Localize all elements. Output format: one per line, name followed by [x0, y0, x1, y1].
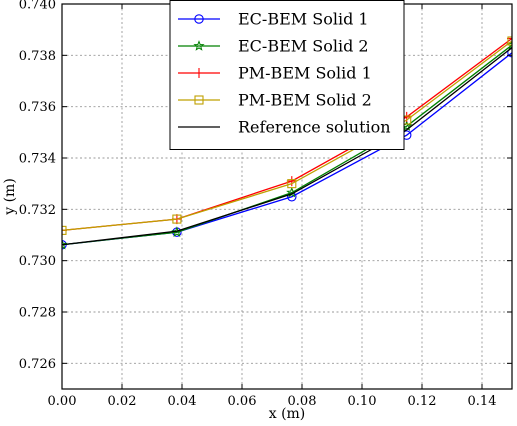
y-tick-label: 0.726 — [19, 357, 56, 372]
y-tick-label: 0.736 — [19, 100, 56, 115]
x-tick-label: 0.10 — [348, 394, 377, 409]
series-point — [62, 238, 68, 250]
x-tick-label: 0.00 — [48, 394, 77, 409]
series-5 — [62, 47, 512, 246]
series-point — [507, 36, 512, 46]
y-tick-label: 0.732 — [19, 203, 56, 218]
series-point — [62, 225, 67, 235]
y-tick-label: 0.738 — [19, 49, 56, 64]
x-tick-label: 0.08 — [288, 394, 317, 409]
legend-entry: PM-BEM Solid 2 — [178, 91, 372, 110]
legend-entry: Reference solution — [178, 118, 391, 137]
legend-entry: PM-BEM Solid 1 — [178, 64, 372, 83]
x-tick-label: 0.02 — [108, 394, 137, 409]
legend-label: PM-BEM Solid 2 — [238, 91, 372, 110]
series-point — [507, 33, 512, 44]
legend-entry: EC-BEM Solid 1 — [178, 10, 369, 29]
y-tick-label: 0.728 — [19, 306, 56, 321]
legend-label: EC-BEM Solid 1 — [238, 10, 369, 29]
legend-label: Reference solution — [238, 118, 391, 137]
tick-labels: 0.00 0.02 0.04 0.06 0.08 0.10 0.12 0.14 0.726 0.7… — [19, 0, 497, 409]
x-tick-label: 0.06 — [228, 394, 257, 409]
x-axis-label: x (m) — [269, 406, 306, 422]
legend-marker — [194, 68, 204, 78]
series-line — [62, 47, 512, 246]
y-axis-label: y (m) — [2, 178, 18, 216]
y-tick-label: 0.734 — [19, 152, 56, 167]
series-point — [172, 214, 182, 224]
x-tick-label: 0.12 — [408, 394, 437, 409]
series-line — [62, 44, 512, 246]
series-layer — [62, 33, 512, 250]
legend-label: PM-BEM Solid 1 — [238, 64, 372, 83]
legend-marker — [194, 95, 204, 105]
legend-marker — [194, 14, 204, 24]
legend-box — [169, 0, 405, 150]
series-line — [62, 40, 512, 232]
series-point — [287, 179, 297, 189]
legend-label: EC-BEM Solid 2 — [238, 37, 369, 56]
legend-entry: EC-BEM Solid 2 — [178, 37, 369, 56]
x-tick-label: 0.04 — [168, 394, 197, 409]
y-tick-label: 0.730 — [19, 254, 56, 269]
y-tick-label: 0.740 — [19, 0, 56, 13]
x-tick-label: 0.14 — [468, 394, 497, 409]
legend-marker — [193, 40, 205, 51]
legend: EC-BEM Solid 1 EC-BEM Solid 2 PM-BEM Solid… — [169, 0, 405, 150]
